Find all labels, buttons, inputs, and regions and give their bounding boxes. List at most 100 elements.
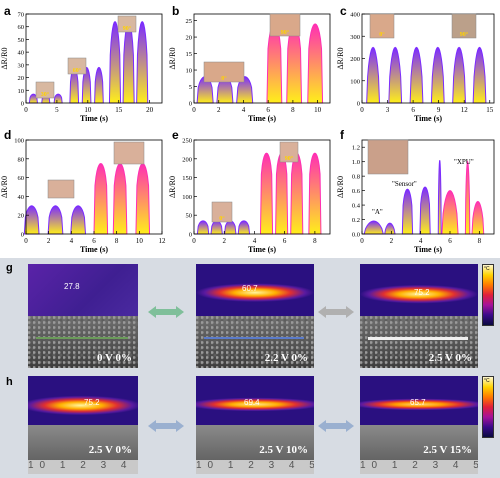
peak [122,20,135,104]
x-tick-label: 6 [411,106,415,114]
peak [53,93,63,104]
inset-photo [113,141,145,165]
inset-angle-label: 90° [281,29,290,36]
y-tick-label: 20 [186,35,193,42]
y-axis-label: ΔR/R0 [336,176,345,198]
y-tick-label: 10 [18,88,25,95]
peak [70,205,87,235]
y-axis-label: ΔR/R0 [0,176,9,198]
y-axis-label: ΔR/R0 [168,176,177,198]
x-tick-label: 3 [386,106,390,114]
peak [23,205,40,235]
row-label-g: g [6,262,13,274]
y-tick-label: 60 [18,24,25,31]
panel-c: c 0 3 6 9 12 15 0 100 200 300 400 Time (s) ΔR/R0 0° 90… [336,0,500,125]
x-tick-label: 8 [478,237,482,245]
peak [196,220,210,235]
ruler: 10 1 2 3 4 5 6 [196,460,314,474]
double-arrow-icon [148,306,184,318]
y-tick-label: 300 [350,34,360,41]
ruler: 10 1 2 3 4 5 6 [28,460,138,474]
peak [210,220,223,235]
temp-readout: 27.8 [64,282,80,291]
y-axis-label: ΔR/R0 [0,47,9,69]
x-tick-label: 0 [24,237,28,245]
ruler: 10 1 2 3 4 5 6 [360,460,478,474]
x-tick-label: 4 [253,237,257,245]
panel-label: b [172,4,180,18]
y-tick-label: 100 [182,194,192,201]
colorbar [482,376,494,438]
x-tick-label: 8 [291,106,295,114]
x-axis-label: Time (s) [248,114,276,123]
sample-photo [360,316,478,368]
x-tick-label: 15 [486,106,494,114]
panel-e: e 0 2 4 6 8 0 50 100 150 200 250 Time (s) ΔR/R0 0° 90° [168,128,336,256]
y-tick-label: 80 [18,156,25,163]
x-axis-label: Time (s) [414,245,442,254]
inset-photo [47,179,75,199]
panel-label: a [4,4,11,18]
inset-photo [117,15,137,33]
y-tick-label: 0.0 [352,232,360,239]
x-tick-label: 15 [115,106,123,114]
x-tick-label: 4 [242,106,246,114]
inset-angle-label: 0° [219,215,225,222]
peak [366,46,380,104]
condition-label: 2.5 V 10% [259,444,308,456]
inset-photo [369,13,395,39]
panel-f: f 0 2 4 6 8 0.0 0.2 0.4 0.6 0.8 1.0 1.2 Time (s) ΔR/R… [336,128,500,256]
thermal-image-h1: 75.2 10 1 2 3 4 5 6 2.5 V 0% [28,376,138,474]
annotation: "Sensor" [392,180,417,188]
x-tick-label: 0 [192,237,196,245]
condition-label: 2.5 V 15% [423,444,472,456]
double-arrow-icon [148,420,184,432]
x-tick-label: 8 [115,237,119,245]
peak [94,66,104,104]
panel-label: f [340,128,344,142]
inset-angle-label: 90° [285,155,294,162]
temp-readout: 65.7 [410,398,426,407]
y-tick-label: 0 [357,101,360,108]
peak [401,188,414,235]
peak [112,162,128,235]
thermal-image-g2: 60.7 2.2 V 0% [196,264,314,368]
panel-b: b 0 2 4 6 8 10 0 5 10 15 20 25 Time (s) ΔR/R0 0° 90° [168,0,336,125]
chart-f: 0 2 4 6 8 0.0 0.2 0.4 0.6 0.8 1.0 1.2 Time (s) ΔR/R0 "… [336,139,495,254]
y-tick-label: 15 [186,51,193,58]
ir-view [28,376,138,425]
peak [275,152,289,235]
peak [430,46,445,104]
x-tick-label: 4 [419,237,423,245]
peak [437,160,442,235]
condition-label: 2.5 V 0% [88,444,132,456]
peak [93,162,109,235]
x-tick-label: 6 [92,237,96,245]
inset-angle-label: 90° [460,31,469,38]
x-axis-label: Time (s) [414,114,442,123]
y-tick-label: 0.2 [352,217,360,224]
x-tick-label: 2 [217,106,221,114]
x-tick-label: 0 [360,237,364,245]
peak [259,152,274,235]
ir-view [360,376,478,425]
y-tick-label: 20 [18,213,25,220]
y-tick-label: 0 [189,101,192,108]
thermal-image-g1: 27.8 0 V 0% [28,264,138,368]
panel-label: d [4,128,12,142]
x-tick-label: 5 [55,106,59,114]
inset-angle-label: 30° [41,91,50,98]
x-tick-label: 0 [192,106,196,114]
x-tick-label: 20 [146,106,154,114]
x-tick-label: 12 [159,237,167,245]
peak [136,20,149,104]
plot-frame [25,13,163,104]
x-tick-label: 4 [70,237,74,245]
double-arrow-icon [318,306,354,318]
y-tick-label: 150 [182,175,192,182]
x-tick-label: 10 [314,106,322,114]
y-tick-label: 10 [186,68,193,75]
x-tick-label: 2 [47,237,51,245]
inset-photo [367,139,409,175]
y-tick-label: 50 [18,37,25,44]
